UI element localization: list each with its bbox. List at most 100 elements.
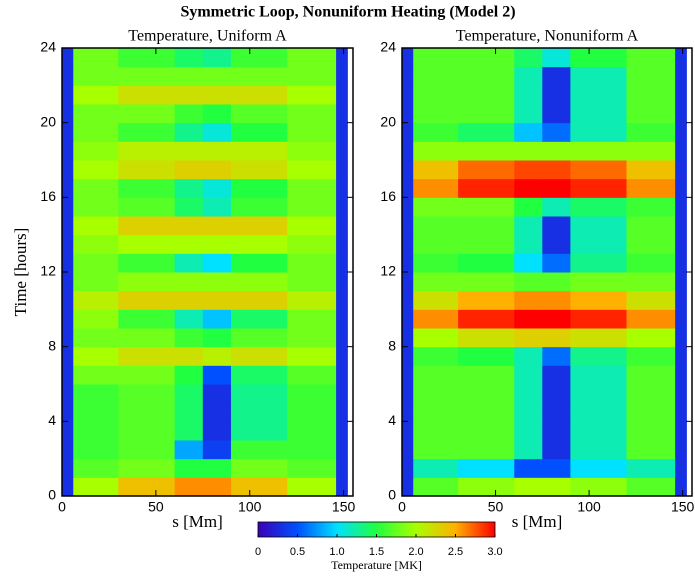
heatmap-cell [230, 384, 288, 404]
heatmap-cell [570, 197, 628, 217]
heatmap-cell [73, 216, 119, 236]
heatmap-cell [230, 104, 288, 124]
heatmap-cell [514, 141, 543, 161]
heatmap-cell [174, 216, 204, 236]
heatmap-cell [202, 346, 232, 366]
heatmap-cell [336, 160, 348, 180]
heatmap-cell [174, 458, 204, 478]
heatmap-cell [287, 458, 337, 478]
y-tick-label: 8 [48, 337, 56, 353]
heatmap-panel [402, 48, 687, 497]
heatmap-cell [336, 477, 348, 497]
heatmap-cell [202, 48, 232, 68]
heatmap-cell [402, 272, 414, 292]
heatmap-cell [402, 216, 414, 236]
heatmap-cell [402, 234, 414, 254]
heatmap-cell [230, 346, 288, 366]
heatmap-cell [514, 66, 543, 86]
heatmap-cell [458, 216, 515, 236]
heatmap-cell [413, 458, 459, 478]
heatmap-cell [336, 384, 348, 404]
heatmap-cell [62, 178, 74, 198]
heatmap-cell [73, 458, 119, 478]
heatmap-cell [402, 290, 414, 310]
heatmap-cell [626, 384, 676, 404]
heatmap-cell [174, 272, 204, 292]
heatmap-cell [118, 402, 176, 422]
heatmap-cell [542, 384, 571, 404]
heatmap-cell [402, 421, 414, 441]
heatmap-cell [202, 365, 232, 385]
heatmap-cell [675, 272, 687, 292]
heatmap-cell [73, 309, 119, 329]
heatmap-cell [202, 290, 232, 310]
heatmap-cell [570, 477, 628, 497]
y-tick-label: 16 [40, 188, 56, 204]
heatmap-cell [230, 253, 288, 273]
heatmap-cell [202, 216, 232, 236]
heatmap-cell [514, 253, 543, 273]
heatmap-cell [73, 197, 119, 217]
heatmap-cell [570, 384, 628, 404]
heatmap-cell [458, 402, 515, 422]
heatmap-cell [336, 440, 348, 460]
heatmap-cell [413, 141, 459, 161]
heatmap-cell [458, 384, 515, 404]
heatmap-cell [542, 253, 571, 273]
heatmap-cell [62, 346, 74, 366]
heatmap-cell [413, 178, 459, 198]
heatmap-cell [62, 48, 74, 68]
heatmap-cell [626, 458, 676, 478]
heatmap-cell [287, 402, 337, 422]
heatmap-cell [336, 122, 348, 142]
heatmap-cell [402, 48, 414, 68]
heatmap-cell [336, 104, 348, 124]
heatmap-cell [626, 85, 676, 105]
heatmap-cell [287, 234, 337, 254]
heatmap-cell [626, 216, 676, 236]
heatmap-cell [402, 309, 414, 329]
heatmap-cell [118, 253, 176, 273]
heatmap-cell [675, 309, 687, 329]
heatmap-cell [402, 384, 414, 404]
heatmap-cell [675, 365, 687, 385]
heatmap-cell [62, 85, 74, 105]
heatmap-cell [542, 309, 571, 329]
heatmap-cell [336, 290, 348, 310]
colorbar-tick-label: 0 [255, 546, 261, 558]
heatmap-cell [514, 346, 543, 366]
heatmap-cell [402, 458, 414, 478]
heatmap-cell [62, 234, 74, 254]
heatmap-cell [514, 440, 543, 460]
heatmap-cell [202, 328, 232, 348]
heatmap-panel [62, 48, 348, 497]
heatmap-cell [675, 85, 687, 105]
heatmap-cell [62, 104, 74, 124]
heatmap-cell [402, 160, 414, 180]
heatmap-cell [413, 290, 459, 310]
heatmap-cell [174, 290, 204, 310]
heatmap-cell [336, 141, 348, 161]
heatmap-cell [202, 197, 232, 217]
colorbar-tick-label: 2.0 [408, 546, 423, 558]
heatmap-cell [413, 402, 459, 422]
heatmap-cell [62, 253, 74, 273]
heatmap-cell [287, 384, 337, 404]
heatmap-cell [174, 178, 204, 198]
panel-title: Temperature, Nonuniform A [456, 28, 639, 45]
heatmap-cell [675, 384, 687, 404]
heatmap-cell [542, 178, 571, 198]
heatmap-cell [118, 178, 176, 198]
heatmap-cell [626, 477, 676, 497]
heatmap-cell [73, 122, 119, 142]
heatmap-cell [626, 178, 676, 198]
heatmap-cell [118, 458, 176, 478]
heatmap-cell [626, 160, 676, 180]
heatmap-cell [336, 234, 348, 254]
heatmap-cell [287, 216, 337, 236]
heatmap-cell [174, 48, 204, 68]
heatmap-cell [675, 477, 687, 497]
heatmap-cell [458, 160, 515, 180]
heatmap-cell [230, 160, 288, 180]
heatmap-cell [174, 309, 204, 329]
